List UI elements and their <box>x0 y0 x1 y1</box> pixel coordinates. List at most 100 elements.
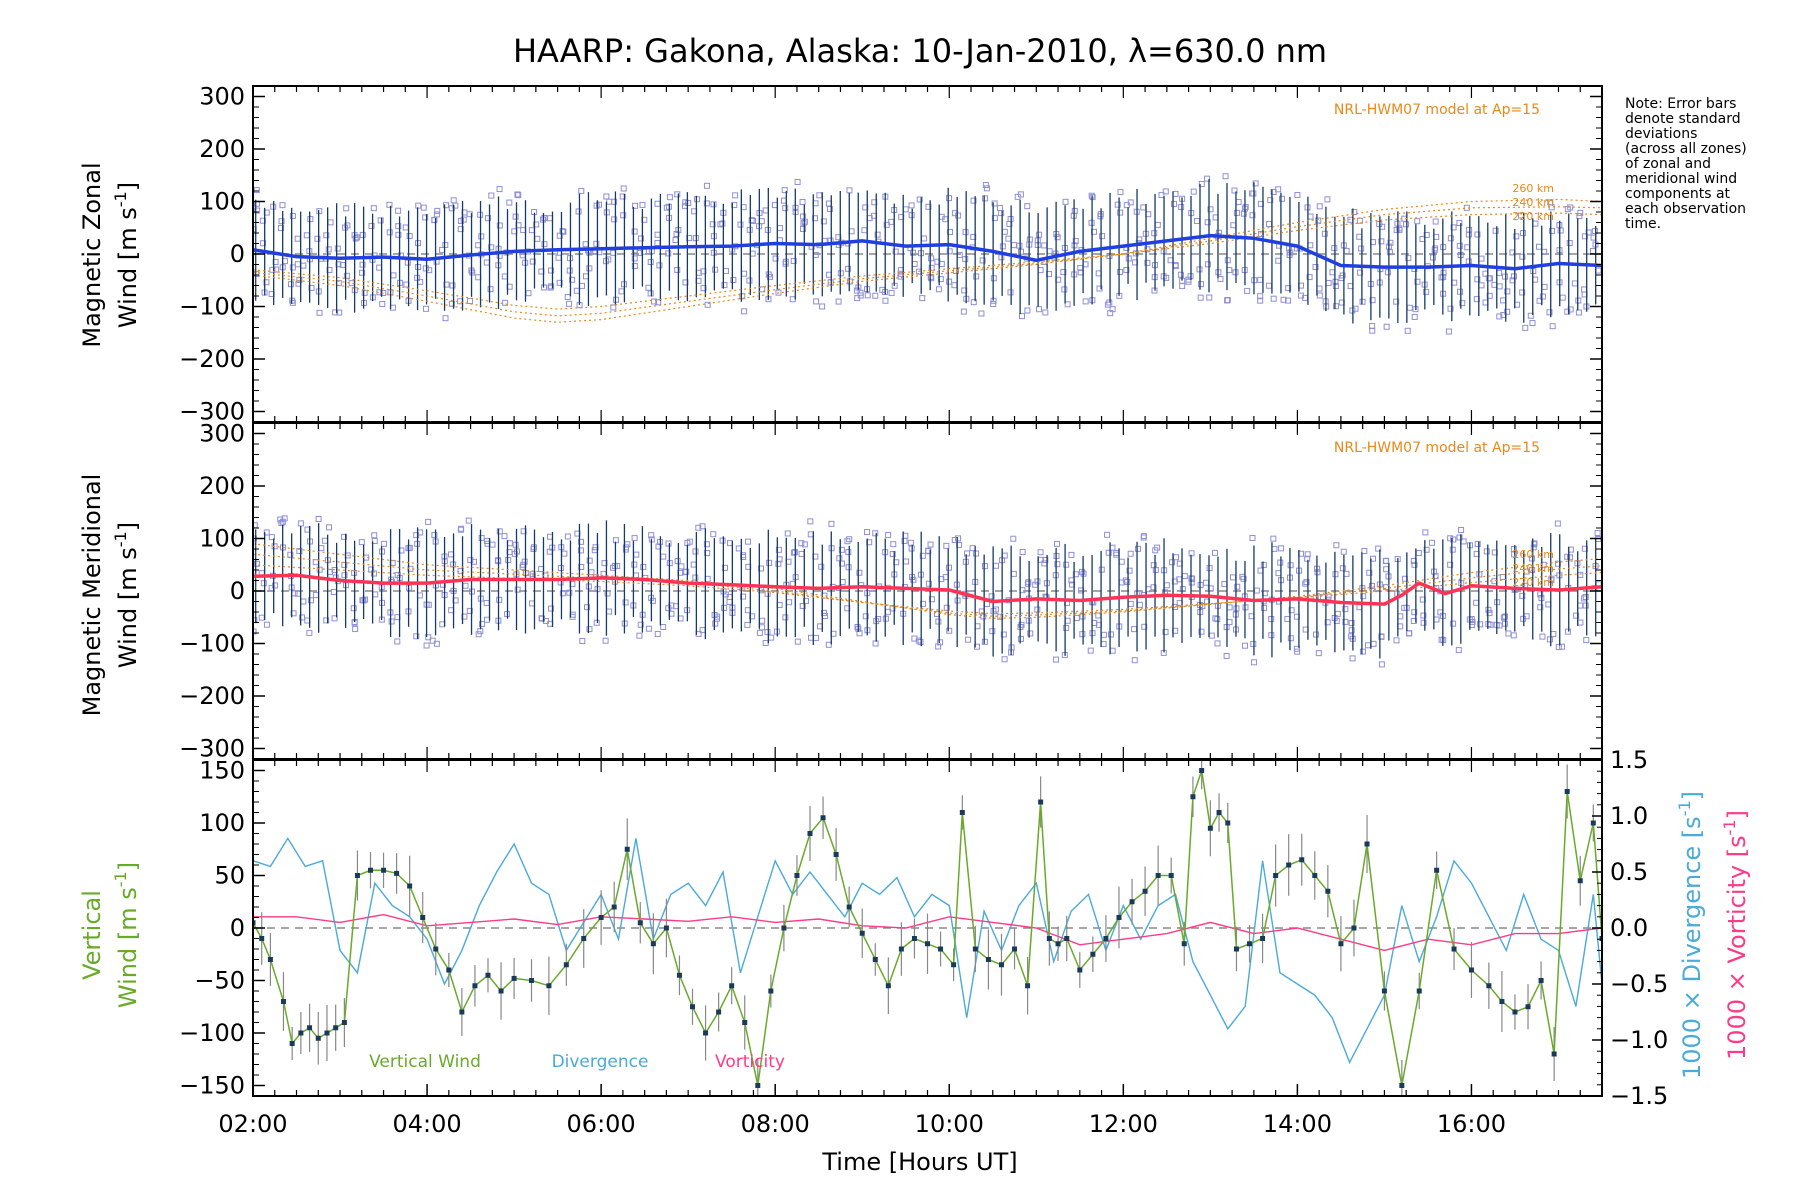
meridional-observation <box>1221 548 1233 659</box>
meridional-scatter-point <box>636 632 643 639</box>
zonal-scatter-point <box>1285 285 1292 292</box>
zonal-scatter-point <box>457 217 464 224</box>
meridional-observation <box>825 520 837 648</box>
meridional-scatter-point <box>362 596 369 603</box>
meridional-scatter-point <box>665 540 672 547</box>
zonal-scatter-point <box>990 275 997 282</box>
zonal-scatter-point <box>1257 293 1264 300</box>
meridional-y-tick-label: 0 <box>230 577 245 605</box>
vertical-wind-point <box>433 946 439 952</box>
meridional-observation <box>429 529 440 647</box>
zonal-scatter-point <box>1097 213 1104 220</box>
meridional-scatter-point <box>323 617 330 624</box>
meridional-scatter-point <box>1113 551 1120 558</box>
meridional-scatter-point <box>457 526 464 533</box>
zonal-scatter-point <box>998 254 1005 261</box>
meridional-scatter-point <box>297 520 304 527</box>
zonal-scatter-point <box>1316 292 1323 299</box>
meridional-scatter-point <box>735 545 742 552</box>
meridional-observation <box>630 535 640 618</box>
zonal-scatter-point <box>1117 209 1124 216</box>
zonal-scatter-point <box>970 299 977 306</box>
vertical-wind-point <box>459 1009 465 1015</box>
meridional-scatter-point <box>1104 531 1111 538</box>
x-axis-tick-label: 04:00 <box>392 1110 461 1138</box>
zonal-scatter-point <box>978 310 985 317</box>
meridional-observation <box>1239 560 1249 649</box>
zonal-observation <box>1284 196 1294 304</box>
meridional-scatter-point <box>1366 569 1373 576</box>
meridional-scatter-point <box>1027 630 1034 637</box>
vertical-wind-point <box>1551 1051 1557 1057</box>
meridional-scatter-point <box>955 535 962 542</box>
zonal-scatter-point <box>1504 308 1511 315</box>
zonal-y-tick-label: 0 <box>230 240 245 268</box>
zonal-scatter-point <box>1082 298 1089 305</box>
vertical-wind-point <box>1451 946 1457 952</box>
meridional-scatter-point <box>744 538 751 545</box>
zonal-scatter-point <box>1001 228 1008 235</box>
zonal-scatter-point <box>794 178 801 185</box>
zonal-scatter-point <box>983 185 990 192</box>
zonal-scatter-point <box>1257 297 1264 304</box>
zonal-scatter-point <box>1332 282 1339 289</box>
meridional-scatter-point <box>272 582 279 589</box>
zonal-scatter-point <box>620 212 627 219</box>
zonal-scatter-point <box>379 300 386 307</box>
zonal-scatter-point <box>1576 213 1583 220</box>
vertical-wind-point <box>598 915 604 920</box>
x-axis-tick-label: 14:00 <box>1263 1110 1332 1138</box>
zonal-scatter-point <box>1357 269 1364 276</box>
zonal-scatter-point <box>739 293 746 300</box>
meridional-scatter-point <box>762 639 769 646</box>
meridional-scatter-point <box>1502 620 1509 627</box>
zonal-scatter-point <box>352 235 359 242</box>
meridional-scatter-point <box>1010 535 1017 542</box>
zonal-scatter-point <box>1231 187 1238 194</box>
zonal-scatter-point <box>457 298 464 305</box>
zonal-scatter-point <box>1369 297 1376 304</box>
meridional-observation <box>710 531 721 631</box>
zonal-scatter-point <box>1104 301 1111 308</box>
zonal-observation <box>1383 215 1394 330</box>
zonal-scatter-point <box>1339 272 1346 279</box>
meridional-scatter-point <box>1179 586 1186 593</box>
meridional-scatter-point <box>807 531 814 538</box>
vertical-wind-point <box>1434 867 1440 873</box>
meridional-scatter-point <box>1277 559 1284 566</box>
zonal-scatter-point <box>1224 296 1231 303</box>
meridional-scatter-point <box>372 591 379 598</box>
meridional-observation <box>457 525 469 625</box>
meridional-scatter-point <box>885 532 892 539</box>
vertical-wind-point <box>637 920 643 926</box>
zonal-scatter-point <box>1529 320 1536 327</box>
meridional-scatter-point <box>579 637 586 644</box>
vertical-clipped-content <box>253 760 1602 1096</box>
zonal-observation <box>1114 189 1124 299</box>
zonal-scatter-point <box>1154 221 1161 228</box>
vertical-ylabel-line1: Vertical <box>78 890 106 980</box>
zonal-scatter-point <box>962 256 969 263</box>
zonal-scatter-point <box>928 275 935 282</box>
vertical-wind-point <box>755 1083 761 1088</box>
zonal-scatter-point <box>1270 295 1277 302</box>
vertical-wind-point <box>1599 936 1602 941</box>
meridional-scatter-point <box>1189 575 1196 582</box>
zonal-scatter-point <box>380 289 387 296</box>
note-line: Note: Error bars <box>1625 96 1736 112</box>
zonal-scatter-point <box>951 282 958 289</box>
meridional-scatter-point <box>1349 655 1356 662</box>
meridional-scatter-point <box>798 550 805 557</box>
meridional-scatter-point <box>1169 559 1176 566</box>
meridional-scatter-point <box>423 642 430 649</box>
zonal-scatter-point <box>1140 204 1147 211</box>
meridional-observation <box>798 540 809 627</box>
right-axis-tick-label: −1.5 <box>1610 1082 1668 1110</box>
zonal-scatter-point <box>776 225 783 232</box>
meridional-observation <box>1339 548 1350 651</box>
meridional-scatter-point <box>1456 534 1463 541</box>
zonal-scatter-point <box>1010 242 1017 249</box>
meridional-scatter-point <box>306 629 313 636</box>
meridional-observation <box>1419 529 1430 631</box>
meridional-scatter-point <box>890 541 897 548</box>
